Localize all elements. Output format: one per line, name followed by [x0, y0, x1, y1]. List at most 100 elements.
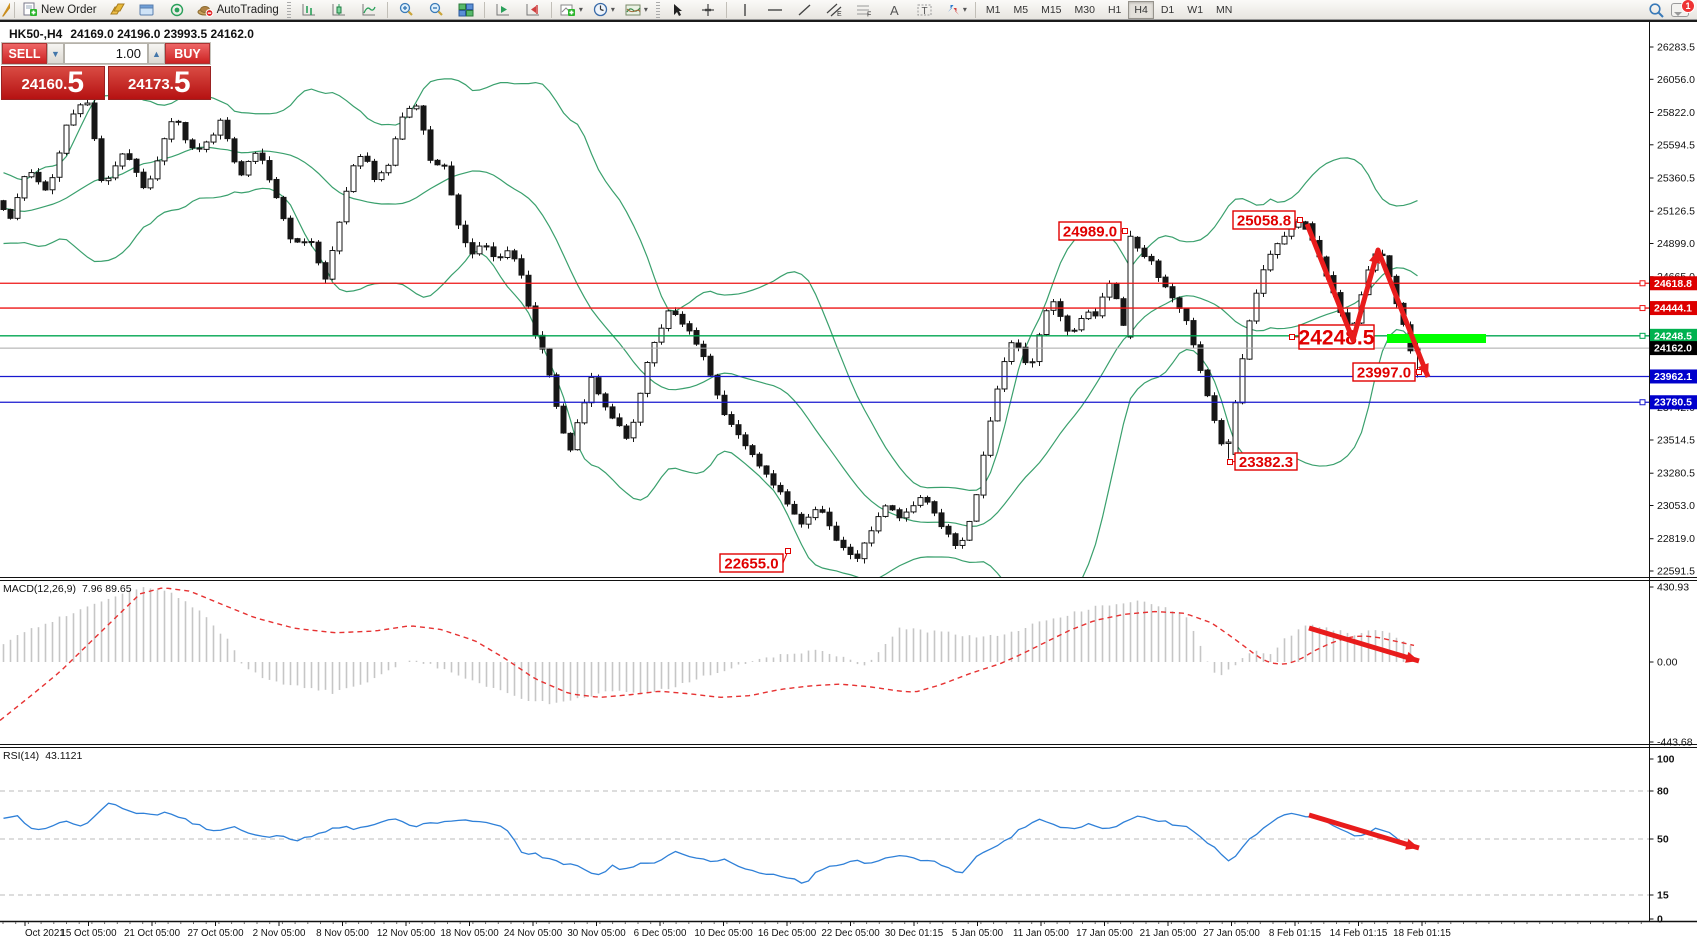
zoom-in-button[interactable]: [392, 0, 420, 20]
auto-scroll-button[interactable]: [489, 0, 517, 20]
timeframe-button-H1[interactable]: H1: [1107, 3, 1122, 16]
price-callouts[interactable]: 24989.0 25058.8 24248.5 23997.0 23382.3 22655…: [719, 210, 1422, 573]
horizontal-line-tool-button[interactable]: [761, 0, 789, 20]
channel-tool-button[interactable]: E: [821, 0, 849, 20]
toolbar-drag-handle[interactable]: [655, 1, 660, 18]
timeframe-button-W1[interactable]: W1: [1187, 3, 1204, 16]
svg-text:21 Jan 05:00: 21 Jan 05:00: [1140, 928, 1197, 939]
arrows-tool-button[interactable]: ▾: [941, 0, 971, 20]
dropdown-arrow-icon: ▾: [578, 5, 583, 14]
svg-text:26056.0: 26056.0: [1657, 74, 1695, 86]
divider: [14, 1, 15, 18]
svg-text:24618.8: 24618.8: [1654, 278, 1692, 290]
new-order-icon: [23, 2, 37, 16]
svg-text:-443.68: -443.68: [1657, 737, 1693, 749]
svg-text:80: 80: [1657, 786, 1669, 798]
svg-text:12 Nov 05:00: 12 Nov 05:00: [377, 928, 436, 939]
volume-input[interactable]: 1.00: [64, 43, 148, 64]
indicators-button[interactable]: ▾: [556, 0, 587, 20]
zoom-in-icon: [399, 2, 413, 16]
svg-text:18 Feb 01:15: 18 Feb 01:15: [1393, 928, 1451, 939]
bar-chart-button[interactable]: [295, 0, 323, 20]
new-order-button[interactable]: New Order: [19, 0, 101, 20]
fibonacci-tool-button[interactable]: F: [851, 0, 879, 20]
crosshair-tool-button[interactable]: [694, 0, 722, 20]
timeframe-button-M5[interactable]: M5: [1013, 3, 1029, 16]
bollinger-bands: [3, 78, 1419, 577]
templates-icon: [625, 4, 641, 15]
svg-text:25058.8: 25058.8: [1237, 212, 1291, 229]
sell-button[interactable]: SELL: [2, 43, 47, 64]
cursor-icon: [674, 3, 683, 16]
svg-text:8 Nov 05:00: 8 Nov 05:00: [316, 928, 369, 939]
dropdown-arrow-icon: ▾: [962, 5, 967, 14]
text-label-tool-button[interactable]: T: [911, 0, 939, 20]
trend-arrow[interactable]: [1304, 223, 1431, 378]
toolbar-drag-handle[interactable]: [286, 1, 291, 18]
autotrading-label: AutoTrading: [216, 3, 279, 16]
fibonacci-icon: F: [857, 5, 872, 17]
timeframe-button-MN[interactable]: MN: [1216, 3, 1233, 16]
notifications-button[interactable]: 1: [1671, 0, 1695, 17]
macd-name: MACD(12,26,9): [3, 583, 76, 595]
tile-windows-button[interactable]: [452, 0, 480, 20]
main-toolbar: New Order AutoTrading: [0, 0, 1697, 20]
signals-icon: [170, 3, 183, 16]
volume-increase-button[interactable]: ▲: [148, 43, 165, 64]
autotrading-button[interactable]: AutoTrading: [193, 0, 283, 20]
svg-text:30 Nov 05:00: 30 Nov 05:00: [567, 928, 626, 939]
candlestick-chart-button[interactable]: [325, 0, 353, 20]
svg-text:E: E: [837, 11, 842, 17]
text-tool-button[interactable]: A: [881, 0, 909, 20]
svg-text:0: 0: [1657, 914, 1663, 926]
svg-text:15: 15: [1657, 890, 1669, 902]
periods-button[interactable]: ▾: [589, 0, 619, 20]
price-digits: 5: [173, 66, 191, 99]
rsi-name: RSI(14): [3, 750, 40, 762]
search-icon[interactable]: [1648, 2, 1665, 18]
svg-text:23053.0: 23053.0: [1657, 500, 1695, 512]
trendline-tool-button[interactable]: [791, 0, 819, 20]
dropdown-arrow-icon: ▾: [643, 5, 648, 14]
timeframe-button-H4[interactable]: H4: [1128, 0, 1154, 19]
timeframe-button-M1[interactable]: M1: [985, 3, 1001, 16]
volume-decrease-button[interactable]: ▼: [47, 43, 64, 64]
svg-text:23780.5: 23780.5: [1654, 397, 1692, 409]
cursor-tool-button[interactable]: [664, 0, 692, 20]
toolbar-partial-icon: [2, 2, 10, 17]
chart-shift-icon: [526, 3, 539, 15]
zoom-out-button[interactable]: [422, 0, 450, 20]
data-window-button[interactable]: [133, 0, 161, 20]
one-click-trading-panel: SELL ▼ 1.00 ▲ BUY 24160. 5 24173. 5: [1, 42, 211, 100]
sell-price-display[interactable]: 24160. 5: [1, 66, 105, 100]
svg-text:24444.1: 24444.1: [1654, 303, 1692, 315]
tile-windows-icon: [458, 3, 474, 16]
svg-text:5 Jan 05:00: 5 Jan 05:00: [952, 928, 1004, 939]
timeframe-button-M30[interactable]: M30: [1074, 3, 1095, 16]
chart-shift-button[interactable]: [519, 0, 547, 20]
rsi-arrow[interactable]: [1308, 812, 1420, 851]
svg-text:22 Dec 05:00: 22 Dec 05:00: [821, 928, 880, 939]
support-highlight-rect[interactable]: [1387, 334, 1486, 343]
svg-text:23382.3: 23382.3: [1239, 454, 1293, 471]
vertical-line-icon: [744, 3, 746, 16]
divider: [386, 1, 388, 18]
line-chart-button[interactable]: [355, 0, 383, 20]
timeframe-button-D1[interactable]: D1: [1160, 3, 1175, 16]
candlestick-chart-icon: [332, 3, 345, 15]
buy-button[interactable]: BUY: [165, 43, 210, 64]
vertical-line-tool-button[interactable]: [731, 0, 759, 20]
buy-price-display[interactable]: 24173. 5: [107, 66, 211, 100]
new-order-label: New Order: [41, 3, 97, 16]
svg-text:14 Feb 01:15: 14 Feb 01:15: [1330, 928, 1388, 939]
market-watch-button[interactable]: [103, 0, 131, 20]
templates-button[interactable]: ▾: [621, 0, 652, 20]
text-icon: A: [890, 3, 899, 17]
timeframe-button-M15[interactable]: M15: [1041, 3, 1062, 16]
macd-arrow[interactable]: [1308, 625, 1420, 664]
trendline-icon: [798, 3, 811, 16]
bar-chart-icon: [302, 3, 315, 15]
clock-icon: [593, 2, 608, 17]
signals-button[interactable]: [163, 0, 191, 20]
